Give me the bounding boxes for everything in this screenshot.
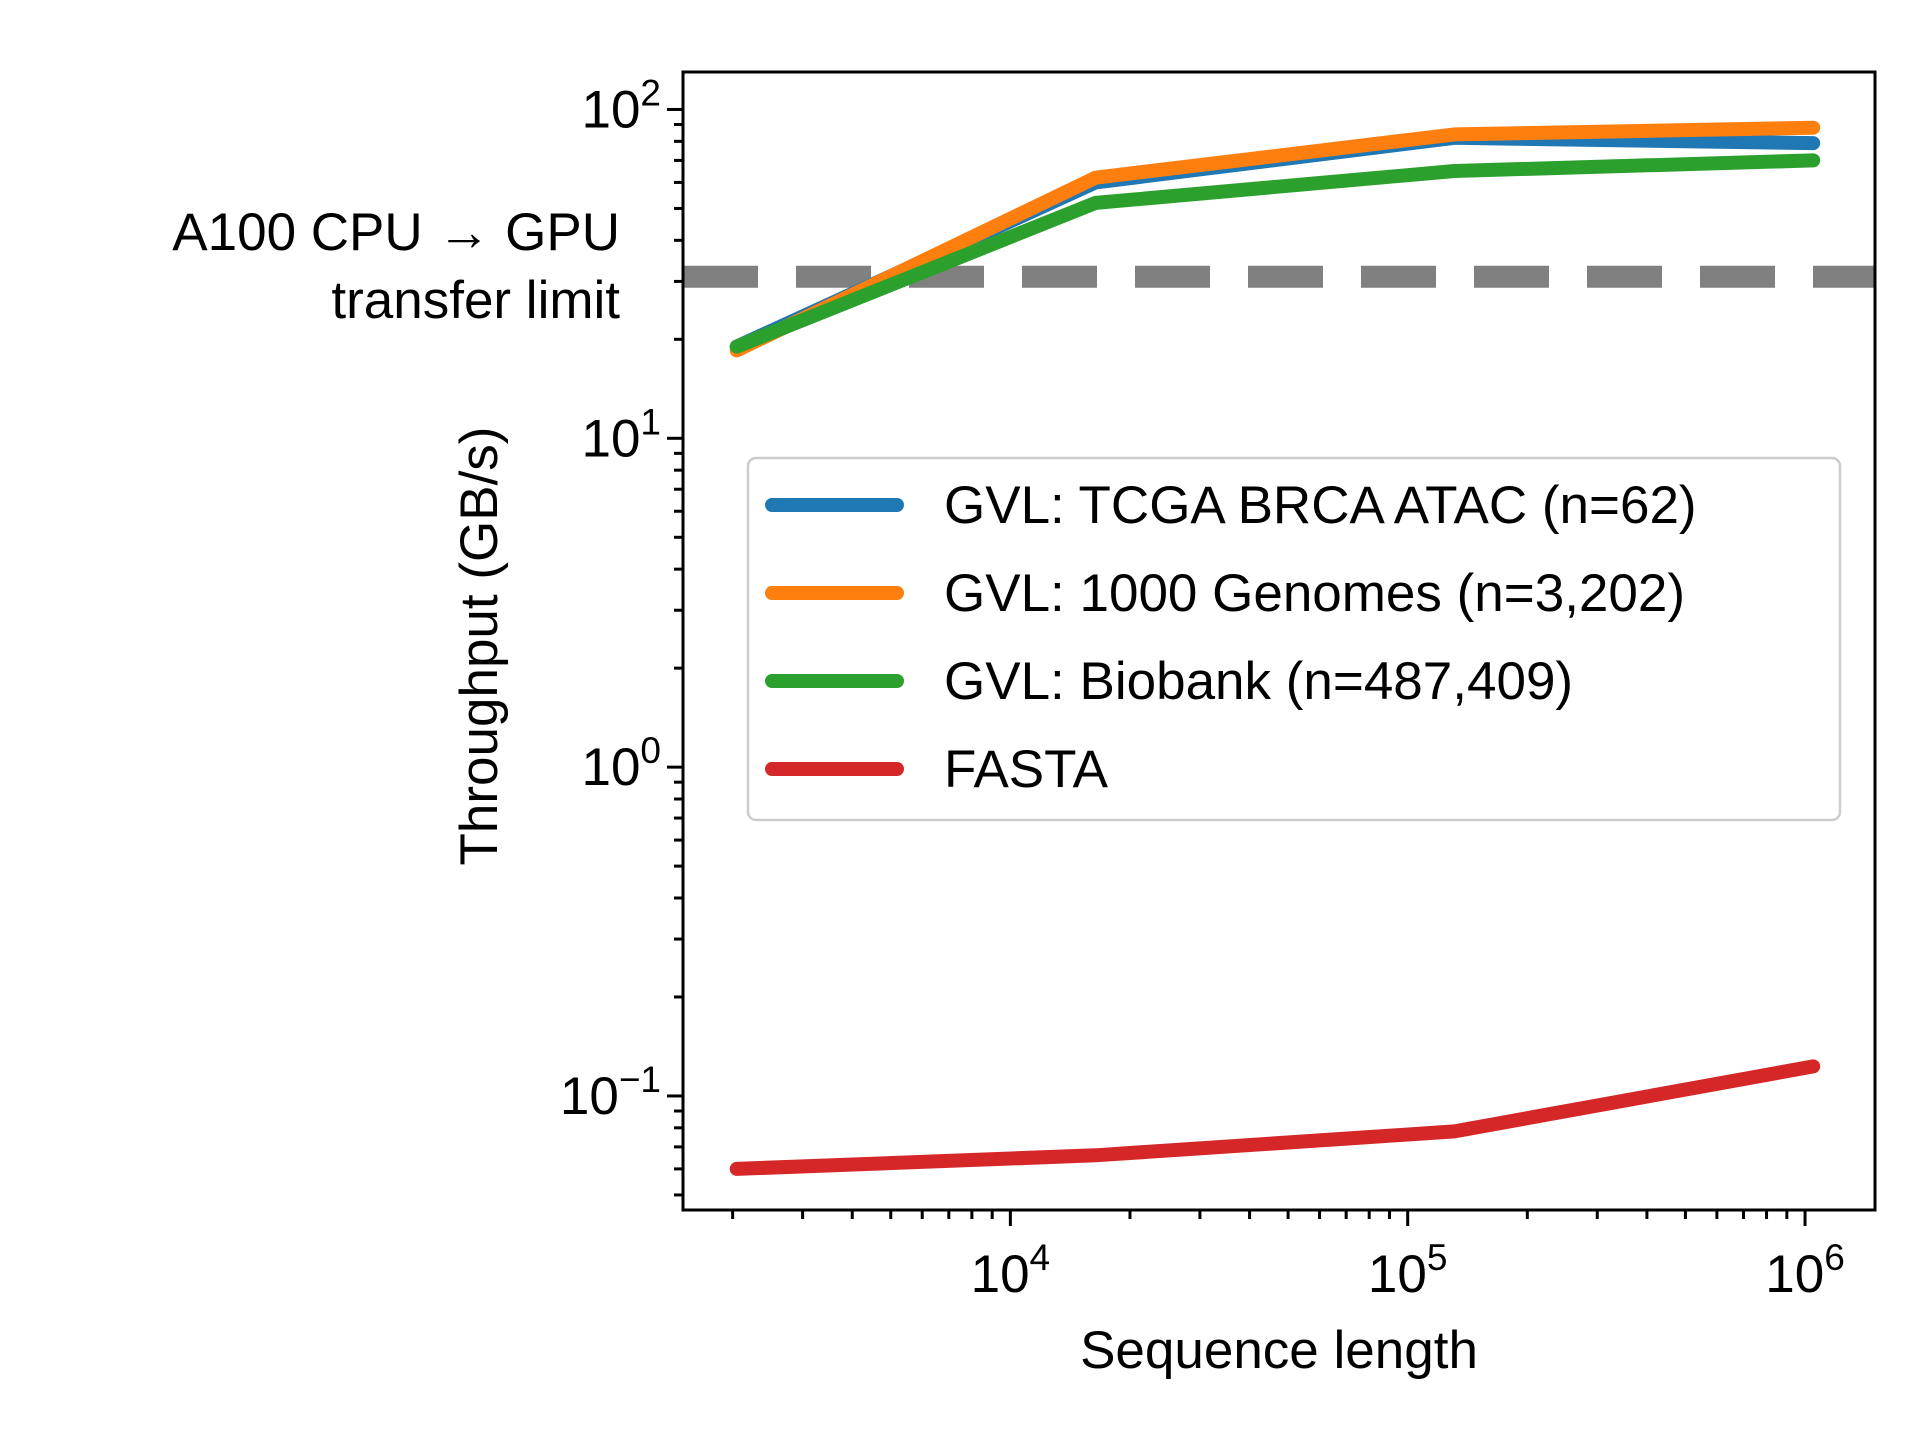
plot-content (683, 120, 1875, 1176)
reference-line-label-line1: A100 CPU → GPU (172, 203, 620, 262)
y-tick-label-text: 101 (581, 401, 661, 468)
legend: GVL: TCGA BRCA ATAC (n=62) GVL: 1000 Geno… (746, 456, 1842, 822)
y-axis-label: Throughput (GB/s) (450, 427, 509, 866)
legend-entry-1: GVL: 1000 Genomes (n=3,202) (765, 564, 1685, 623)
y-tick-label-3: 102 (581, 72, 661, 139)
y-tick-label-0: 10−1 (560, 1059, 661, 1126)
legend-label: GVL: Biobank (n=487,409) (944, 652, 1573, 711)
series-line-3 (729, 1059, 1821, 1176)
x-tick-label-text: 105 (1368, 1237, 1448, 1304)
x-tick-label-0: 104 (971, 1237, 1051, 1304)
x-axis-label: Sequence length (1080, 1321, 1478, 1380)
plot-frame (681, 70, 1877, 1212)
series-line-2 (729, 153, 1821, 354)
y-tick-label-1: 100 (581, 730, 661, 797)
y-tick-label-text: 10−1 (560, 1059, 661, 1126)
x-tick-label-2: 106 (1765, 1237, 1845, 1304)
legend-label: FASTA (944, 740, 1109, 799)
legend-label: GVL: TCGA BRCA ATAC (n=62) (944, 476, 1697, 535)
reference-line-label-line2: transfer limit (331, 271, 620, 330)
legend-entry-2: GVL: Biobank (n=487,409) (765, 652, 1573, 711)
legend-entry-3: FASTA (765, 740, 1109, 799)
legend-box (746, 456, 1842, 822)
x-tick-label-1: 105 (1368, 1237, 1448, 1304)
x-axis: 104 105 106 (731, 1210, 1845, 1304)
legend-label: GVL: 1000 Genomes (n=3,202) (944, 564, 1685, 623)
x-tick-label-text: 104 (971, 1237, 1051, 1304)
series-line-1 (729, 120, 1821, 358)
y-axis: 10−1 100 101 102 (560, 72, 683, 1197)
x-tick-label-text: 106 (1765, 1237, 1845, 1304)
y-tick-label-2: 101 (581, 401, 661, 468)
y-tick-label-text: 102 (581, 72, 661, 139)
y-tick-label-text: 100 (581, 730, 661, 797)
legend-entry-0: GVL: TCGA BRCA ATAC (n=62) (765, 476, 1697, 535)
